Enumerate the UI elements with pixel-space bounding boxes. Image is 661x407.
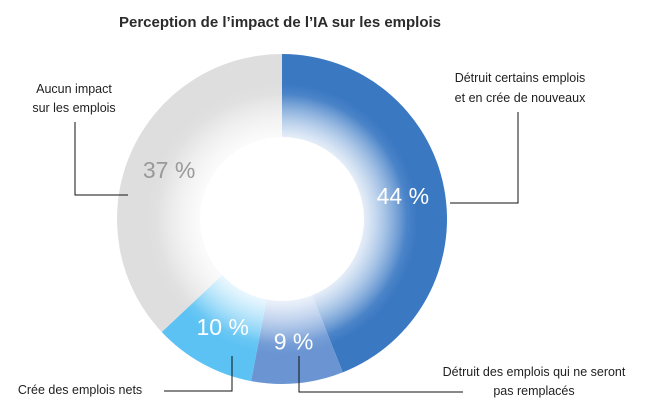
value-label-2: 9 %	[274, 328, 314, 354]
callout-label-1: Détruit certains emplois et en crée de no…	[455, 71, 586, 105]
callout-leaders	[74, 112, 519, 393]
donut-hole-glow	[157, 94, 407, 344]
leader-line-3	[164, 356, 233, 392]
leader-line-1	[450, 112, 519, 204]
callout-label-3: Crée des emplois nets	[18, 383, 142, 397]
value-labels: 44 % 9 % 10 % 37 %	[143, 157, 429, 354]
callout-label-2: Détruit des emplois qui ne seront pas rem…	[443, 365, 626, 398]
chart-title: Perception de l’impact de l’IA sur les e…	[119, 14, 441, 31]
callout-label-4: Aucun impact sur les emplois	[32, 82, 115, 115]
leader-line-4	[74, 122, 128, 196]
value-label-1: 44 %	[377, 183, 429, 209]
value-label-3: 10 %	[197, 314, 249, 340]
callout-labels: Détruit certains emplois et en crée de no…	[18, 71, 626, 398]
leader-line-2	[298, 356, 463, 393]
value-label-4: 37 %	[143, 157, 195, 183]
